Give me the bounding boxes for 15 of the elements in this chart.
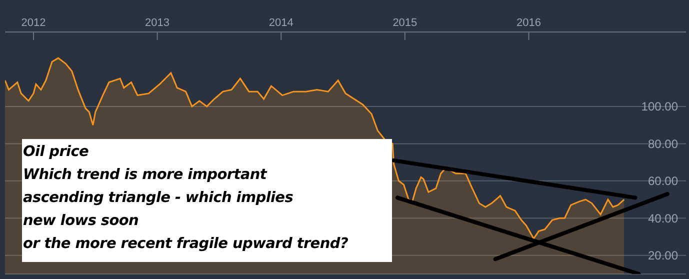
annotation: ascending triangle - which implies [23,190,294,206]
x-tick-label: 2014 [268,17,294,29]
annotation: Which trend is more important [23,167,267,183]
text: Oil price [23,144,89,160]
x-tick-label: 2013 [145,17,170,29]
annotation: or the more recent fragile upward trend? [23,236,348,252]
x-tick-label: 2012 [21,17,46,29]
y-tick-label: 60.00 [648,174,678,188]
y-tick-label: 80.00 [648,136,678,151]
y-tick-label: 40.00 [648,211,678,226]
y-tick-label: 100.00 [641,100,678,114]
x-tick-label: 2016 [516,17,541,29]
x-tick-label: 2015 [392,17,418,29]
y-tick-label: 20.00 [648,248,678,263]
annotation: new lows soon [23,213,139,229]
